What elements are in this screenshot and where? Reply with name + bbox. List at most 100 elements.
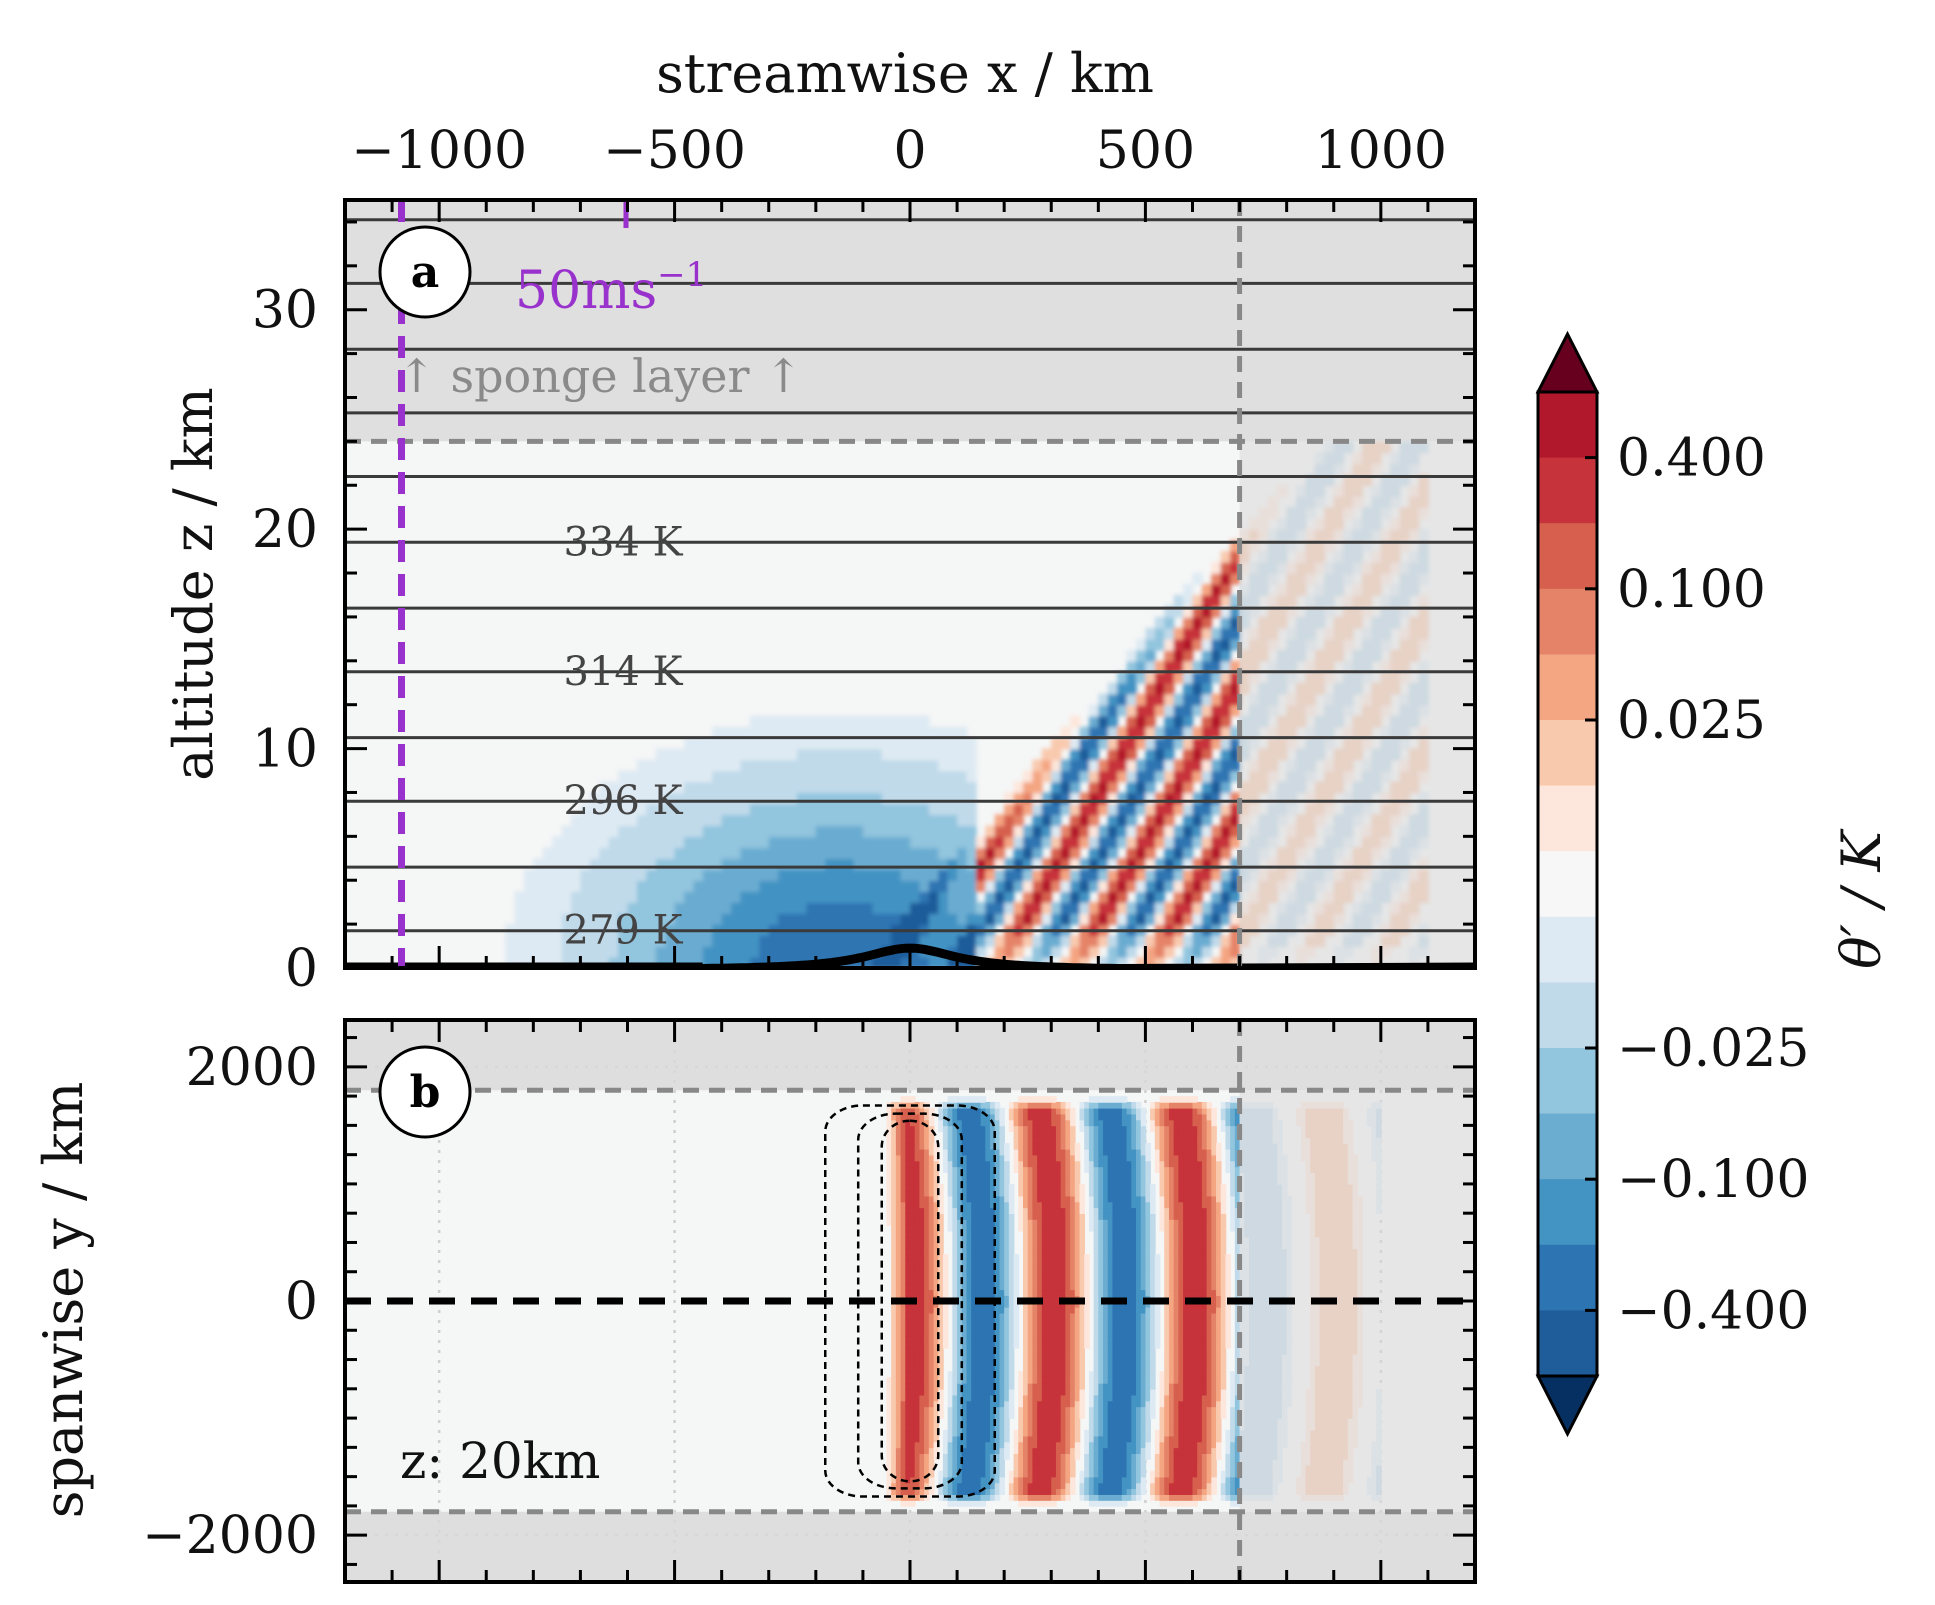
field-cell: [961, 1248, 968, 1255]
field-cell: [1107, 803, 1118, 816]
field-cell: [975, 847, 987, 860]
field-cell: [1004, 1242, 1010, 1250]
field-cell: [938, 1336, 944, 1343]
field-cell: [933, 1224, 940, 1232]
field-cell: [886, 1183, 892, 1191]
field-cell: [655, 770, 666, 783]
field-cell: [947, 880, 958, 892]
field-cell: [1117, 737, 1128, 750]
field-cell: [971, 1470, 977, 1478]
field-cell: [985, 1178, 991, 1185]
field-cell: [655, 847, 666, 860]
field-cell: [797, 946, 808, 958]
field-cell: [910, 1418, 916, 1425]
field-cell: [947, 1453, 954, 1460]
field-cell: [1027, 1107, 1034, 1115]
field-cell: [571, 836, 582, 849]
field-cell: [844, 759, 855, 772]
field-cell: [942, 1254, 949, 1261]
field-cell: [636, 891, 648, 903]
field-cell: [1183, 649, 1194, 662]
panel-a-temperature-field: [505, 441, 1429, 968]
field-cell: [990, 1482, 996, 1490]
field-cell: [1055, 1137, 1062, 1144]
field-cell: [1023, 1172, 1029, 1179]
field-cell: [947, 1406, 954, 1414]
field-cell: [961, 1113, 968, 1121]
field-cell: [1051, 1254, 1057, 1261]
field-cell: [895, 1412, 902, 1419]
field-cell: [1051, 759, 1062, 772]
field-cell: [891, 858, 902, 871]
field-cell: [1051, 1107, 1057, 1115]
field-cell: [1230, 605, 1241, 618]
field-cell: [900, 1172, 907, 1179]
field-cell: [1192, 825, 1203, 838]
field-cell: [1041, 1365, 1048, 1373]
field-cell: [1055, 1359, 1062, 1367]
field-cell: [905, 1330, 911, 1337]
field-cell: [919, 1242, 925, 1250]
field-cell: [994, 1189, 1001, 1197]
field-cell: [1046, 1423, 1053, 1431]
field-cell: [618, 847, 629, 860]
field-cell: [919, 1470, 925, 1478]
field-cell: [975, 1148, 982, 1156]
field-cell: [966, 1142, 973, 1150]
field-cell: [1145, 935, 1156, 947]
field-cell: [961, 1312, 968, 1320]
field-cell: [702, 781, 714, 794]
field-cell: [933, 1447, 940, 1455]
field-cell: [806, 858, 817, 871]
field-cell: [1098, 803, 1109, 816]
field-cell: [891, 737, 902, 750]
field-cell: [674, 891, 685, 903]
field-cell: [693, 935, 704, 947]
field-cell: [1055, 1394, 1062, 1402]
field-cell: [731, 946, 742, 958]
field-cell: [938, 858, 949, 871]
field-cell: [886, 1435, 892, 1443]
field-cell: [971, 1447, 977, 1455]
field-cell: [1004, 1371, 1010, 1378]
field-cell: [928, 1441, 935, 1449]
field-cell: [1088, 880, 1100, 892]
field-cell: [947, 1447, 954, 1455]
field-cell: [990, 1371, 996, 1378]
field-cell: [1154, 902, 1166, 914]
field-cell: [994, 1353, 1001, 1361]
field-cell: [1051, 814, 1062, 827]
field-cell: [966, 1119, 973, 1127]
field-cell: [552, 902, 563, 914]
field-cell: [862, 869, 874, 882]
field-cell: [1023, 1359, 1029, 1367]
field-cell: [665, 803, 676, 816]
field-cell: [749, 957, 761, 968]
field-cell: [1060, 1219, 1067, 1226]
field-cell: [1027, 1201, 1034, 1209]
field-cell: [1070, 935, 1081, 947]
field-cell: [1164, 715, 1175, 728]
field-cell: [914, 1125, 921, 1133]
field-cell: [971, 1183, 977, 1191]
field-cell: [938, 1371, 944, 1378]
field-cell: [947, 902, 958, 914]
field-cell: [1023, 1137, 1029, 1144]
field-cell: [994, 1201, 1001, 1209]
field-cell: [928, 1482, 935, 1490]
field-cell: [1107, 913, 1118, 925]
field-cell: [928, 1382, 935, 1390]
field-cell: [971, 1242, 977, 1250]
field-cell: [919, 803, 930, 816]
field-cell: [961, 1119, 968, 1127]
field-cell: [933, 1418, 940, 1425]
field-cell: [636, 858, 648, 871]
field-cell: [1037, 1353, 1043, 1361]
field-cell: [914, 1207, 921, 1214]
field-cell: [1041, 1453, 1048, 1460]
field-cell: [1041, 1148, 1048, 1156]
field-cell: [1070, 1271, 1076, 1279]
field-cell: [980, 1201, 987, 1209]
field-cell: [693, 814, 704, 827]
field-cell: [924, 1459, 930, 1466]
